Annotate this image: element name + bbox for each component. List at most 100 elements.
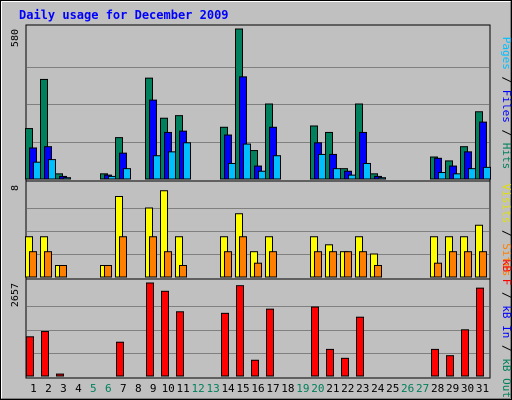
bar-kb-f-day-30	[461, 329, 469, 377]
x-tick-label: 1	[30, 382, 37, 395]
x-tick-label: 7	[120, 382, 127, 395]
bar-kb-f-day-7	[116, 341, 124, 377]
bar-pages-day-15	[243, 143, 251, 180]
bar-pages-day-28	[438, 172, 446, 180]
bar-sites-day-24	[374, 265, 382, 278]
bar-pages-day-1	[33, 161, 41, 180]
x-tick-label: 11	[177, 382, 190, 395]
bar-sites-day-2	[44, 251, 52, 278]
x-tick-label: 8	[135, 382, 142, 395]
x-tick-label: 28	[431, 382, 444, 395]
y-axis-label: kB F / kB In / kB Out	[500, 259, 512, 398]
bar-sites-day-30	[464, 251, 472, 278]
x-tick-label: 2	[45, 382, 52, 395]
y-axis-label: Visits / Sites	[500, 184, 512, 277]
bar-kb-f-day-21	[326, 348, 334, 377]
x-tick-label: 19	[296, 382, 309, 395]
x-tick-label: 12	[192, 382, 205, 395]
x-tick-label: 14	[221, 382, 235, 395]
bar-sites-day-23	[359, 251, 367, 278]
bar-sites-day-7	[119, 236, 127, 278]
bar-sites-day-20	[314, 251, 322, 278]
x-tick-label: 30	[461, 382, 474, 395]
bar-pages-day-17	[273, 155, 281, 180]
bar-pages-day-14	[228, 162, 236, 180]
axis-max-label: 8	[10, 185, 21, 191]
x-tick-label: 5	[90, 382, 97, 395]
axis-max-label: 2657	[10, 283, 21, 307]
x-tick-label: 29	[446, 382, 459, 395]
y-axis-label-part: Files	[500, 90, 512, 123]
x-tick-label: 31	[476, 382, 489, 395]
panel-hits: 580 Pages / Files / Hits	[10, 24, 512, 182]
y-axis-label-part: Sites	[500, 243, 512, 276]
bar-kb-f-day-29	[446, 355, 454, 377]
bar-pages-day-9	[153, 155, 161, 180]
x-tick-label: 3	[60, 382, 67, 395]
y-axis-label: Pages / Files / Hits	[500, 37, 512, 170]
bar-sites-day-11	[179, 265, 187, 278]
bar-sites-day-28	[434, 262, 442, 278]
bar-kb-f-day-1	[26, 336, 34, 377]
y-axis-label-part: /	[500, 123, 512, 143]
x-tick-label: 20	[311, 382, 324, 395]
x-tick-label: 24	[371, 382, 385, 395]
x-tick-label: 16	[251, 382, 264, 395]
bar-kb-f-day-3	[56, 373, 64, 377]
x-tick-label: 17	[266, 382, 279, 395]
x-tick-label: 27	[416, 382, 429, 395]
x-tick-label: 10	[162, 382, 175, 395]
bar-pages-day-10	[168, 151, 176, 180]
bar-pages-day-22	[348, 174, 356, 180]
bar-kb-f-day-23	[356, 316, 364, 377]
bar-pages-day-7	[123, 168, 131, 180]
bar-sites-day-31	[479, 251, 487, 278]
bar-pages-day-11	[183, 142, 191, 180]
y-axis-label-part: /	[500, 223, 512, 243]
y-axis-label-part: kB Out	[500, 358, 512, 398]
bar-sites-day-21	[329, 251, 337, 278]
x-tick-label: 13	[206, 382, 219, 395]
bar-sites-day-6	[104, 265, 112, 278]
bar-kb-f-day-11	[176, 311, 184, 377]
bar-kb-f-day-15	[236, 285, 244, 377]
bar-pages-day-23	[363, 162, 371, 180]
bar-pages-day-2	[48, 159, 56, 180]
chart-title: Daily usage for December 2009	[19, 8, 229, 22]
bar-kb-f-day-2	[41, 331, 49, 377]
y-axis-label-part: Hits	[500, 143, 512, 170]
bar-sites-day-29	[449, 251, 457, 278]
bar-pages-day-20	[318, 153, 326, 180]
y-axis-label-part: Visits	[500, 184, 512, 224]
x-tick-label: 25	[386, 382, 399, 395]
y-axis-label-part: Pages	[500, 37, 512, 70]
bar-pages-day-3	[63, 177, 71, 180]
bar-pages-day-30	[468, 168, 476, 180]
bar-kb-f-day-20	[311, 306, 319, 377]
bar-kb-f-day-31	[476, 287, 484, 377]
x-tick-label: 23	[356, 382, 369, 395]
bar-sites-day-15	[239, 236, 247, 278]
bar-pages-day-29	[453, 173, 461, 180]
x-tick-label: 22	[341, 382, 354, 395]
x-tick-label: 4	[75, 382, 82, 395]
bar-pages-day-21	[333, 168, 341, 180]
bar-sites-day-22	[344, 251, 352, 278]
bar-sites-day-3	[59, 265, 67, 278]
axis-max-label: 580	[10, 29, 21, 47]
bar-pages-day-16	[258, 170, 266, 180]
panel-visits: 8 Visits / Sites	[10, 180, 512, 280]
y-axis-label-part: /	[500, 285, 512, 305]
bar-sites-day-17	[269, 251, 277, 278]
y-axis-label-part: /	[500, 338, 512, 358]
bar-sites-day-9	[149, 236, 157, 278]
bar-sites-day-1	[29, 251, 37, 278]
y-axis-label-part: kB F	[500, 259, 512, 286]
x-tick-label: 15	[236, 382, 249, 395]
x-tick-label: 6	[105, 382, 112, 395]
bar-pages-day-31	[483, 166, 491, 180]
x-tick-label: 9	[150, 382, 157, 395]
bar-sites-day-16	[254, 262, 262, 278]
